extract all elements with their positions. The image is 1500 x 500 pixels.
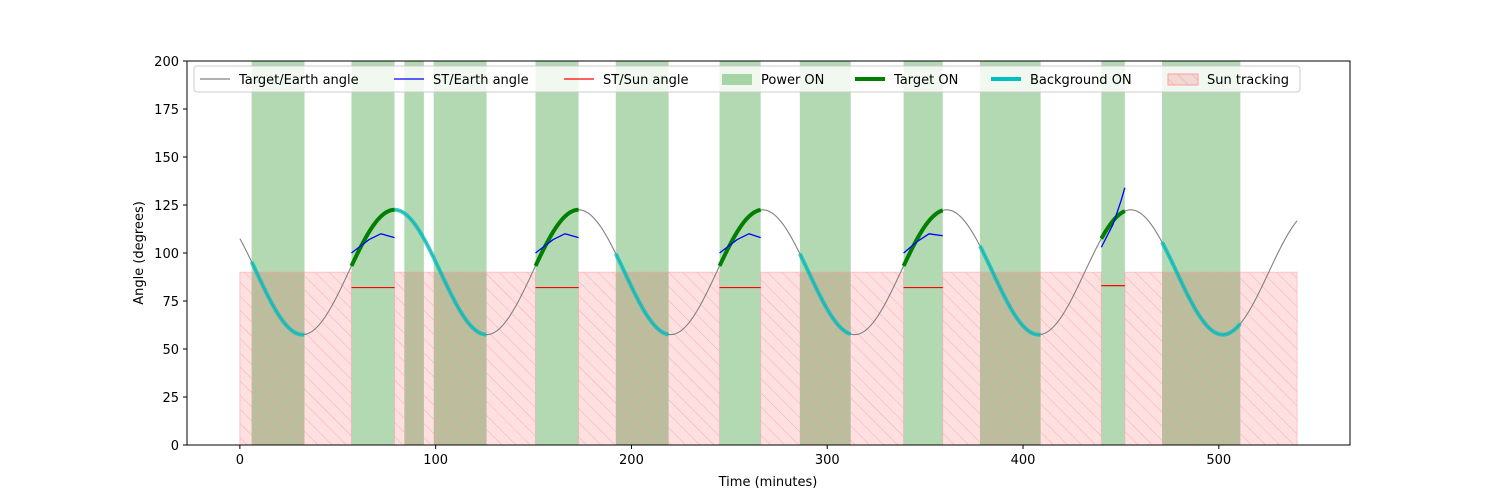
- x-tick-label: 0: [236, 453, 244, 468]
- sun-tracking-hatch: [240, 272, 352, 445]
- x-tick-label: 200: [619, 453, 644, 468]
- legend-label: Background ON: [1030, 73, 1132, 88]
- x-axis-label: Time (minutes): [718, 475, 818, 490]
- y-axis-label: Angle (degrees): [132, 201, 147, 305]
- y-tick-label: 100: [154, 247, 179, 262]
- y-tick-label: 0: [171, 439, 179, 454]
- y-tick-label: 125: [154, 199, 179, 214]
- y-tick-label: 175: [154, 103, 179, 118]
- sun-tracking-hatch: [761, 272, 904, 445]
- x-tick-label: 400: [1011, 453, 1036, 468]
- legend-label: Target ON: [893, 73, 958, 88]
- x-tick-label: 500: [1206, 453, 1231, 468]
- legend-label: Target/Earth angle: [238, 73, 359, 88]
- y-tick-label: 25: [162, 391, 179, 406]
- legend-label: ST/Sun angle: [603, 73, 689, 88]
- sun-tracking-hatch: [943, 272, 1102, 445]
- power-on-span: [1101, 61, 1124, 445]
- x-tick-label: 300: [815, 453, 840, 468]
- legend-label: Power ON: [761, 73, 824, 88]
- y-tick-label: 150: [154, 151, 179, 166]
- legend-label: Sun tracking: [1207, 73, 1289, 88]
- sun-tracking-hatch: [579, 272, 720, 445]
- legend-handle: [722, 74, 752, 85]
- legend: Target/Earth angle ST/Earth angle ST/Sun a…: [194, 66, 1300, 92]
- x-tick-label: 100: [423, 453, 448, 468]
- legend-hatch: [1168, 74, 1198, 85]
- legend-label: ST/Earth angle: [433, 73, 529, 88]
- y-tick-label: 200: [154, 55, 179, 70]
- sun-tracking-hatch: [1125, 272, 1297, 445]
- y-tick-label: 75: [162, 295, 179, 310]
- y-tick-label: 50: [162, 343, 179, 358]
- sun-tracking-hatch: [395, 272, 536, 445]
